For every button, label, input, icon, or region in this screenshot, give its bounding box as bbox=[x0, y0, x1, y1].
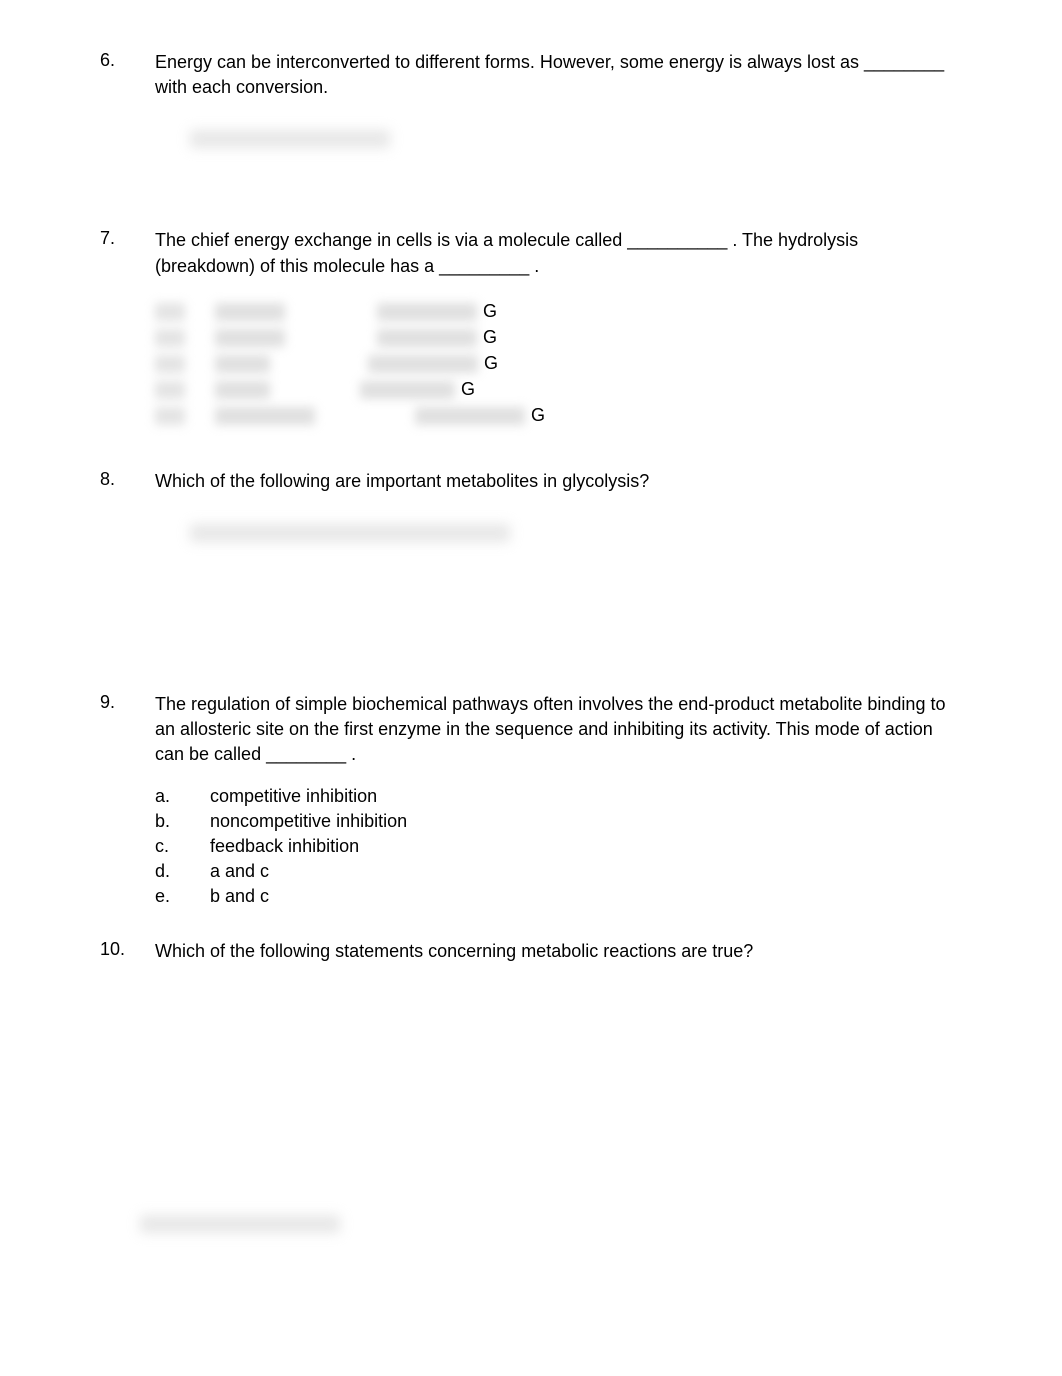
blur-segment bbox=[155, 355, 185, 373]
blur-segment bbox=[215, 329, 285, 347]
visible-letter: G bbox=[531, 405, 545, 426]
question-8: 8. Which of the following are important … bbox=[100, 449, 962, 542]
options-list: a.competitive inhibitionb.noncompetitive… bbox=[100, 784, 962, 910]
question-number: 9. bbox=[100, 692, 155, 713]
option-text: noncompetitive inhibition bbox=[210, 809, 962, 834]
option-row: b.noncompetitive inhibition bbox=[155, 809, 962, 834]
option-letter: e. bbox=[155, 884, 210, 909]
option-text: feedback inhibition bbox=[210, 834, 962, 859]
question-text: Which of the following are important met… bbox=[155, 469, 962, 494]
option-letter: a. bbox=[155, 784, 210, 809]
blur-segment bbox=[360, 381, 455, 399]
question-10: 10. Which of the following statements co… bbox=[100, 939, 962, 964]
blurred-answer-row: G bbox=[155, 325, 962, 351]
option-letter: b. bbox=[155, 809, 210, 834]
question-6: 6. Energy can be interconverted to diffe… bbox=[100, 50, 962, 148]
blur-segment bbox=[377, 303, 477, 321]
blurred-answer-rows: GGGGG bbox=[100, 299, 962, 429]
question-7: 7. The chief energy exchange in cells is… bbox=[100, 228, 962, 428]
question-number: 7. bbox=[100, 228, 155, 249]
question-text: Which of the following statements concer… bbox=[155, 939, 962, 964]
option-row: d.a and c bbox=[155, 859, 962, 884]
question-row: 7. The chief energy exchange in cells is… bbox=[100, 228, 962, 278]
option-row: e.b and c bbox=[155, 884, 962, 909]
question-number: 6. bbox=[100, 50, 155, 71]
question-text: The regulation of simple biochemical pat… bbox=[155, 692, 962, 768]
blur-segment bbox=[368, 355, 478, 373]
blur-segment bbox=[155, 303, 185, 321]
blur-segment bbox=[155, 329, 185, 347]
visible-letter: G bbox=[461, 379, 475, 400]
blur-segment bbox=[215, 355, 270, 373]
option-text: a and c bbox=[210, 859, 962, 884]
blur-segment bbox=[155, 407, 185, 425]
question-9: 9. The regulation of simple biochemical … bbox=[100, 692, 962, 910]
blur-segment bbox=[415, 407, 525, 425]
question-row: 10. Which of the following statements co… bbox=[100, 939, 962, 964]
question-number: 10. bbox=[100, 939, 155, 960]
option-text: b and c bbox=[210, 884, 962, 909]
blurred-answer-row: G bbox=[155, 299, 962, 325]
option-row: c.feedback inhibition bbox=[155, 834, 962, 859]
visible-letter: G bbox=[483, 327, 497, 348]
blur-segment bbox=[155, 381, 185, 399]
visible-letter: G bbox=[483, 301, 497, 322]
question-text: Energy can be interconverted to differen… bbox=[155, 50, 962, 100]
blurred-answer-row: G bbox=[155, 403, 962, 429]
question-text: The chief energy exchange in cells is vi… bbox=[155, 228, 962, 278]
option-letter: d. bbox=[155, 859, 210, 884]
blurred-content bbox=[190, 130, 390, 148]
option-text: competitive inhibition bbox=[210, 784, 962, 809]
question-row: 9. The regulation of simple biochemical … bbox=[100, 692, 962, 768]
question-row: 6. Energy can be interconverted to diffe… bbox=[100, 50, 962, 100]
blurred-content bbox=[140, 1215, 340, 1233]
blur-segment bbox=[215, 303, 285, 321]
blur-segment bbox=[215, 381, 270, 399]
option-letter: c. bbox=[155, 834, 210, 859]
blur-segment bbox=[215, 407, 315, 425]
question-number: 8. bbox=[100, 469, 155, 490]
question-row: 8. Which of the following are important … bbox=[100, 469, 962, 494]
visible-letter: G bbox=[484, 353, 498, 374]
blurred-answer-row: G bbox=[155, 377, 962, 403]
blurred-answer-row: G bbox=[155, 351, 962, 377]
blurred-content bbox=[190, 524, 510, 542]
option-row: a.competitive inhibition bbox=[155, 784, 962, 809]
blur-segment bbox=[377, 329, 477, 347]
